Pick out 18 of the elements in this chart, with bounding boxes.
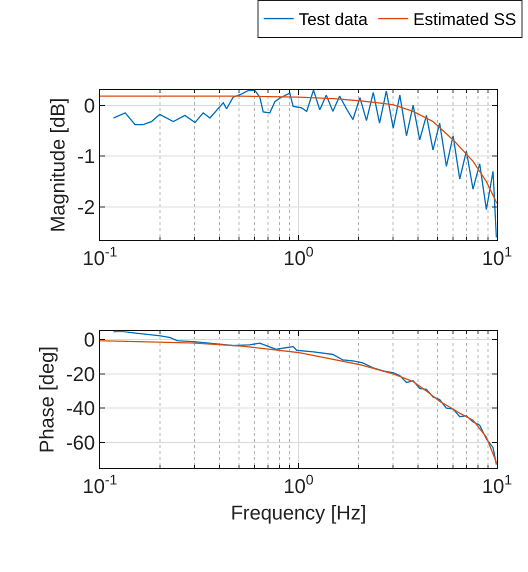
x-tick-label: 10$^{-1}$ xyxy=(82,244,118,270)
x-tick-label: 10$^{1}$ xyxy=(482,472,512,498)
y-tick-label: 0 xyxy=(84,95,95,118)
legend-label: Test data xyxy=(298,10,368,30)
x-tick-label: 10$^{1}$ xyxy=(482,244,512,270)
x-tick-label: 10$^{0}$ xyxy=(283,244,314,270)
y-tick-label: -40 xyxy=(66,398,95,420)
x-axis-title: Frequency [Hz] xyxy=(230,502,366,524)
x-tick-label: 10$^{0}$ xyxy=(283,472,314,498)
y-tick-label: 0 xyxy=(84,330,95,352)
y-axis-title: Magnitude [dB] xyxy=(48,98,70,232)
y-tick-label: -20 xyxy=(66,364,95,386)
y-tick-label: -2 xyxy=(77,197,95,219)
x-tick-label: 10$^{-1}$ xyxy=(82,472,118,498)
y-tick-label: -1 xyxy=(77,146,95,168)
legend-label: Estimated SS xyxy=(413,10,516,30)
y-tick-label: -60 xyxy=(66,432,95,454)
y-axis-title: Phase [deg] xyxy=(36,346,59,453)
